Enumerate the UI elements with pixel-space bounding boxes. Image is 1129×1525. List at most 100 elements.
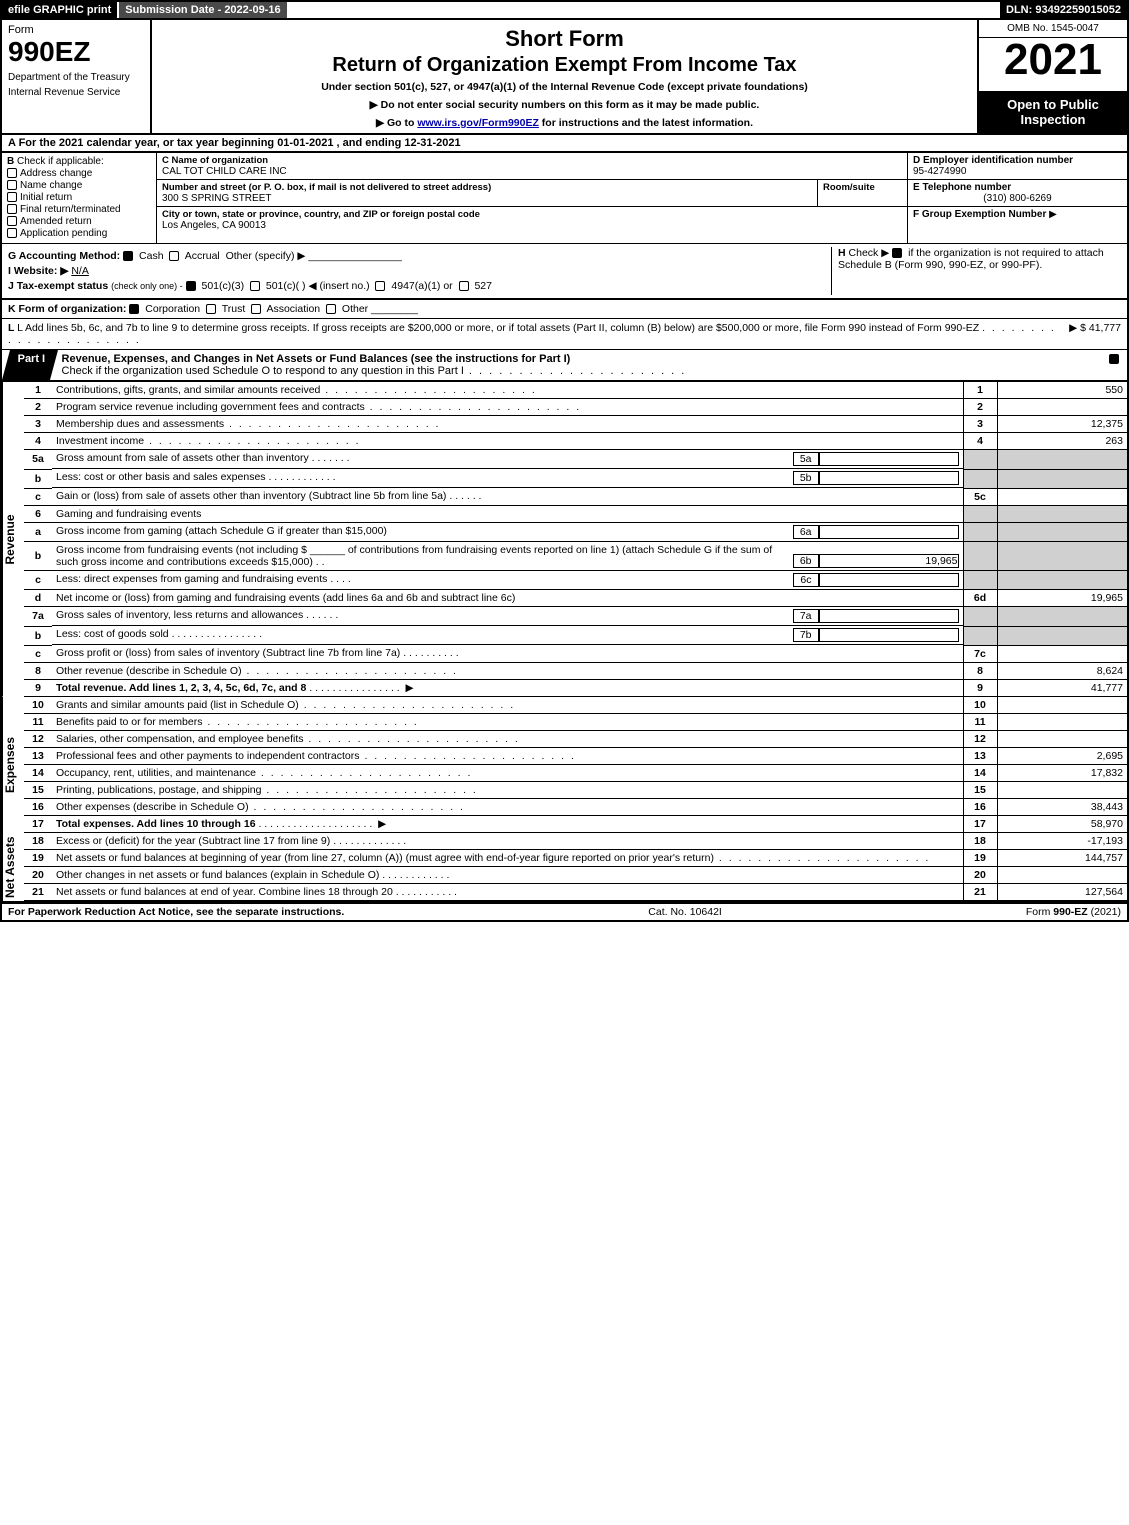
line-19-val: 144,757 <box>997 849 1127 866</box>
opt-amended-return[interactable]: Amended return <box>7 216 151 227</box>
line-14-val: 17,832 <box>997 764 1127 781</box>
line-16-desc: Other expenses (describe in Schedule O) <box>56 801 249 813</box>
line-18-val: -17,193 <box>997 833 1127 850</box>
irs-label: Internal Revenue Service <box>8 87 144 98</box>
line-6c-desc: Less: direct expenses from gaming and fu… <box>56 573 327 585</box>
cash-label: Cash <box>139 250 164 262</box>
line-13-num: 13 <box>963 747 997 764</box>
k-assoc: Association <box>266 303 320 315</box>
line-8-num: 8 <box>963 662 997 679</box>
line-5a-subval <box>819 452 959 466</box>
j-opt2: 501(c)( ) ◀ (insert no.) <box>266 280 370 292</box>
header-bar: efile GRAPHIC print Submission Date - 20… <box>0 0 1129 18</box>
line-16-val: 38,443 <box>997 798 1127 815</box>
open-public-badge: Open to Public Inspection <box>979 91 1127 133</box>
j-opt1: 501(c)(3) <box>201 280 244 292</box>
k-assoc-checkbox[interactable] <box>251 304 261 314</box>
line-18-num: 18 <box>963 833 997 850</box>
line-20-num: 20 <box>963 866 997 883</box>
ein-value: 95-4274990 <box>913 166 1122 177</box>
section-c: C Name of organization CAL TOT CHILD CAR… <box>157 153 907 243</box>
opt-address-change[interactable]: Address change <box>7 168 151 179</box>
expenses-table: 10 Grants and similar amounts paid (list … <box>24 697 1127 833</box>
line-2-num: 2 <box>963 399 997 416</box>
line-8-desc: Other revenue (describe in Schedule O) <box>56 665 242 677</box>
revenue-table: 1Contributions, gifts, grants, and simil… <box>24 382 1127 697</box>
goto-pre: ▶ Go to <box>376 117 417 129</box>
line-6c-subval <box>819 573 959 587</box>
street-label: Number and street (or P. O. box, if mail… <box>162 182 812 193</box>
k-other: Other <box>342 303 368 315</box>
line-1-num: 1 <box>963 382 997 399</box>
netassets-table: 18Excess or (deficit) for the year (Subt… <box>24 833 1127 901</box>
k-corp-checkbox[interactable] <box>129 304 139 314</box>
section-g: G Accounting Method: Cash Accrual Other … <box>8 250 831 262</box>
j-4947-checkbox[interactable] <box>375 281 385 291</box>
line-10-num: 10 <box>963 697 997 714</box>
city-value: Los Angeles, CA 90013 <box>162 220 902 231</box>
k-other-checkbox[interactable] <box>326 304 336 314</box>
l-text: L Add lines 5b, 6c, and 7b to line 9 to … <box>17 322 979 334</box>
form-number: 990EZ <box>8 36 144 68</box>
k-label: K Form of organization: <box>8 303 126 315</box>
efile-print-label[interactable]: efile GRAPHIC print <box>2 2 119 18</box>
line-5b-desc: Less: cost or other basis and sales expe… <box>56 471 266 483</box>
line-14-desc: Occupancy, rent, utilities, and maintena… <box>56 767 256 779</box>
meta-block: B Check if applicable: Address change Na… <box>0 153 1129 243</box>
accrual-checkbox[interactable] <box>169 251 179 261</box>
dln-label: DLN: 93492259015052 <box>1000 2 1127 18</box>
j-opt3: 4947(a)(1) or <box>391 280 452 292</box>
opt-final-return[interactable]: Final return/terminated <box>7 204 151 215</box>
h-checkbox[interactable] <box>892 248 902 258</box>
line-5c-val <box>997 488 1127 505</box>
line-7c-val <box>997 645 1127 662</box>
opt-application-pending[interactable]: Application pending <box>7 228 151 239</box>
line-7a-desc: Gross sales of inventory, less returns a… <box>56 609 303 621</box>
line-21-desc: Net assets or fund balances at end of ye… <box>56 886 393 898</box>
line-12-num: 12 <box>963 730 997 747</box>
line-7b-desc: Less: cost of goods sold <box>56 628 169 640</box>
irs-link[interactable]: www.irs.gov/Form990EZ <box>417 117 539 129</box>
opt-initial-return[interactable]: Initial return <box>7 192 151 203</box>
line-12-val <box>997 730 1127 747</box>
j-501c3-checkbox[interactable] <box>186 281 196 291</box>
line-9-desc: Total revenue. Add lines 1, 2, 3, 4, 5c,… <box>56 682 306 694</box>
website-value: N/A <box>71 265 89 277</box>
title-center: Short Form Return of Organization Exempt… <box>152 20 977 133</box>
line-7c-desc: Gross profit or (loss) from sales of inv… <box>56 647 400 659</box>
line-6b-pre: Gross income from fundraising events (no… <box>56 544 307 556</box>
other-label: Other (specify) ▶ <box>226 250 306 262</box>
line-7a-sub: 7a <box>793 609 819 623</box>
j-527-checkbox[interactable] <box>459 281 469 291</box>
line-10-val <box>997 697 1127 714</box>
line-4-num: 4 <box>963 433 997 450</box>
opt-name-change[interactable]: Name change <box>7 180 151 191</box>
k-corp: Corporation <box>145 303 200 315</box>
part-i-header: Part I Revenue, Expenses, and Changes in… <box>0 350 1129 382</box>
line-3-desc: Membership dues and assessments <box>56 418 224 430</box>
f-label: F Group Exemption Number <box>913 209 1046 220</box>
title-left: Form 990EZ Department of the Treasury In… <box>2 20 152 133</box>
j-sublabel: (check only one) - <box>111 281 183 291</box>
line-17-val: 58,970 <box>997 815 1127 832</box>
e-label: E Telephone number <box>913 182 1122 193</box>
line-2-val <box>997 399 1127 416</box>
line-5b-subval <box>819 471 959 485</box>
k-trust-checkbox[interactable] <box>206 304 216 314</box>
section-ghij: G Accounting Method: Cash Accrual Other … <box>0 243 1129 300</box>
line-14-num: 14 <box>963 764 997 781</box>
cash-checkbox[interactable] <box>123 251 133 261</box>
c-name-label: C Name of organization <box>162 155 902 166</box>
department: Department of the Treasury <box>8 72 144 83</box>
part-i-check[interactable] <box>1103 350 1127 380</box>
line-3-val: 12,375 <box>997 416 1127 433</box>
line-5c-num: 5c <box>963 488 997 505</box>
netassets-side-label: Net Assets <box>2 833 24 901</box>
line-15-desc: Printing, publications, postage, and shi… <box>56 784 261 796</box>
line-10-desc: Grants and similar amounts paid (list in… <box>56 699 299 711</box>
j-501c-checkbox[interactable] <box>250 281 260 291</box>
city-label: City or town, state or province, country… <box>162 209 902 220</box>
phone-value: (310) 800-6269 <box>913 193 1122 204</box>
org-name: CAL TOT CHILD CARE INC <box>162 166 902 177</box>
line-17-num: 17 <box>963 815 997 832</box>
